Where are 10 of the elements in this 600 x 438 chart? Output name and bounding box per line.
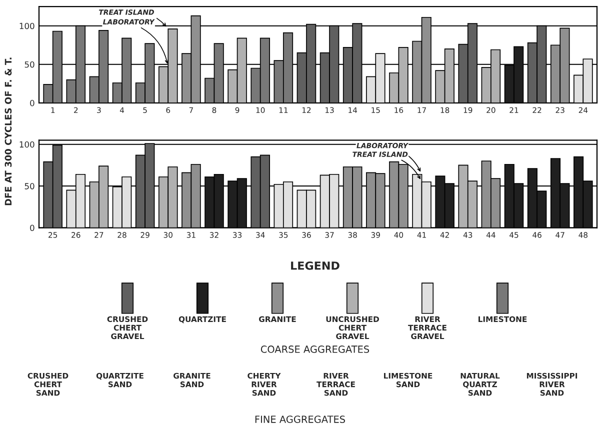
y-tick-label: 100 <box>20 22 34 30</box>
text: COARSE AGGREGATES <box>260 346 370 353</box>
y-tick-label: 0 <box>30 100 34 106</box>
y-tick-label: 50 <box>24 61 34 68</box>
y-axis-title: DFE AT 300 CYCLES OF F. & T. <box>4 58 12 206</box>
text: FINE AGGREGATES <box>255 416 346 423</box>
y-tick-label: 0 <box>30 224 34 232</box>
text: LEGEND <box>291 261 340 270</box>
y-tick-label: 50 <box>24 183 34 190</box>
y-tick-label: 100 <box>20 141 34 148</box>
